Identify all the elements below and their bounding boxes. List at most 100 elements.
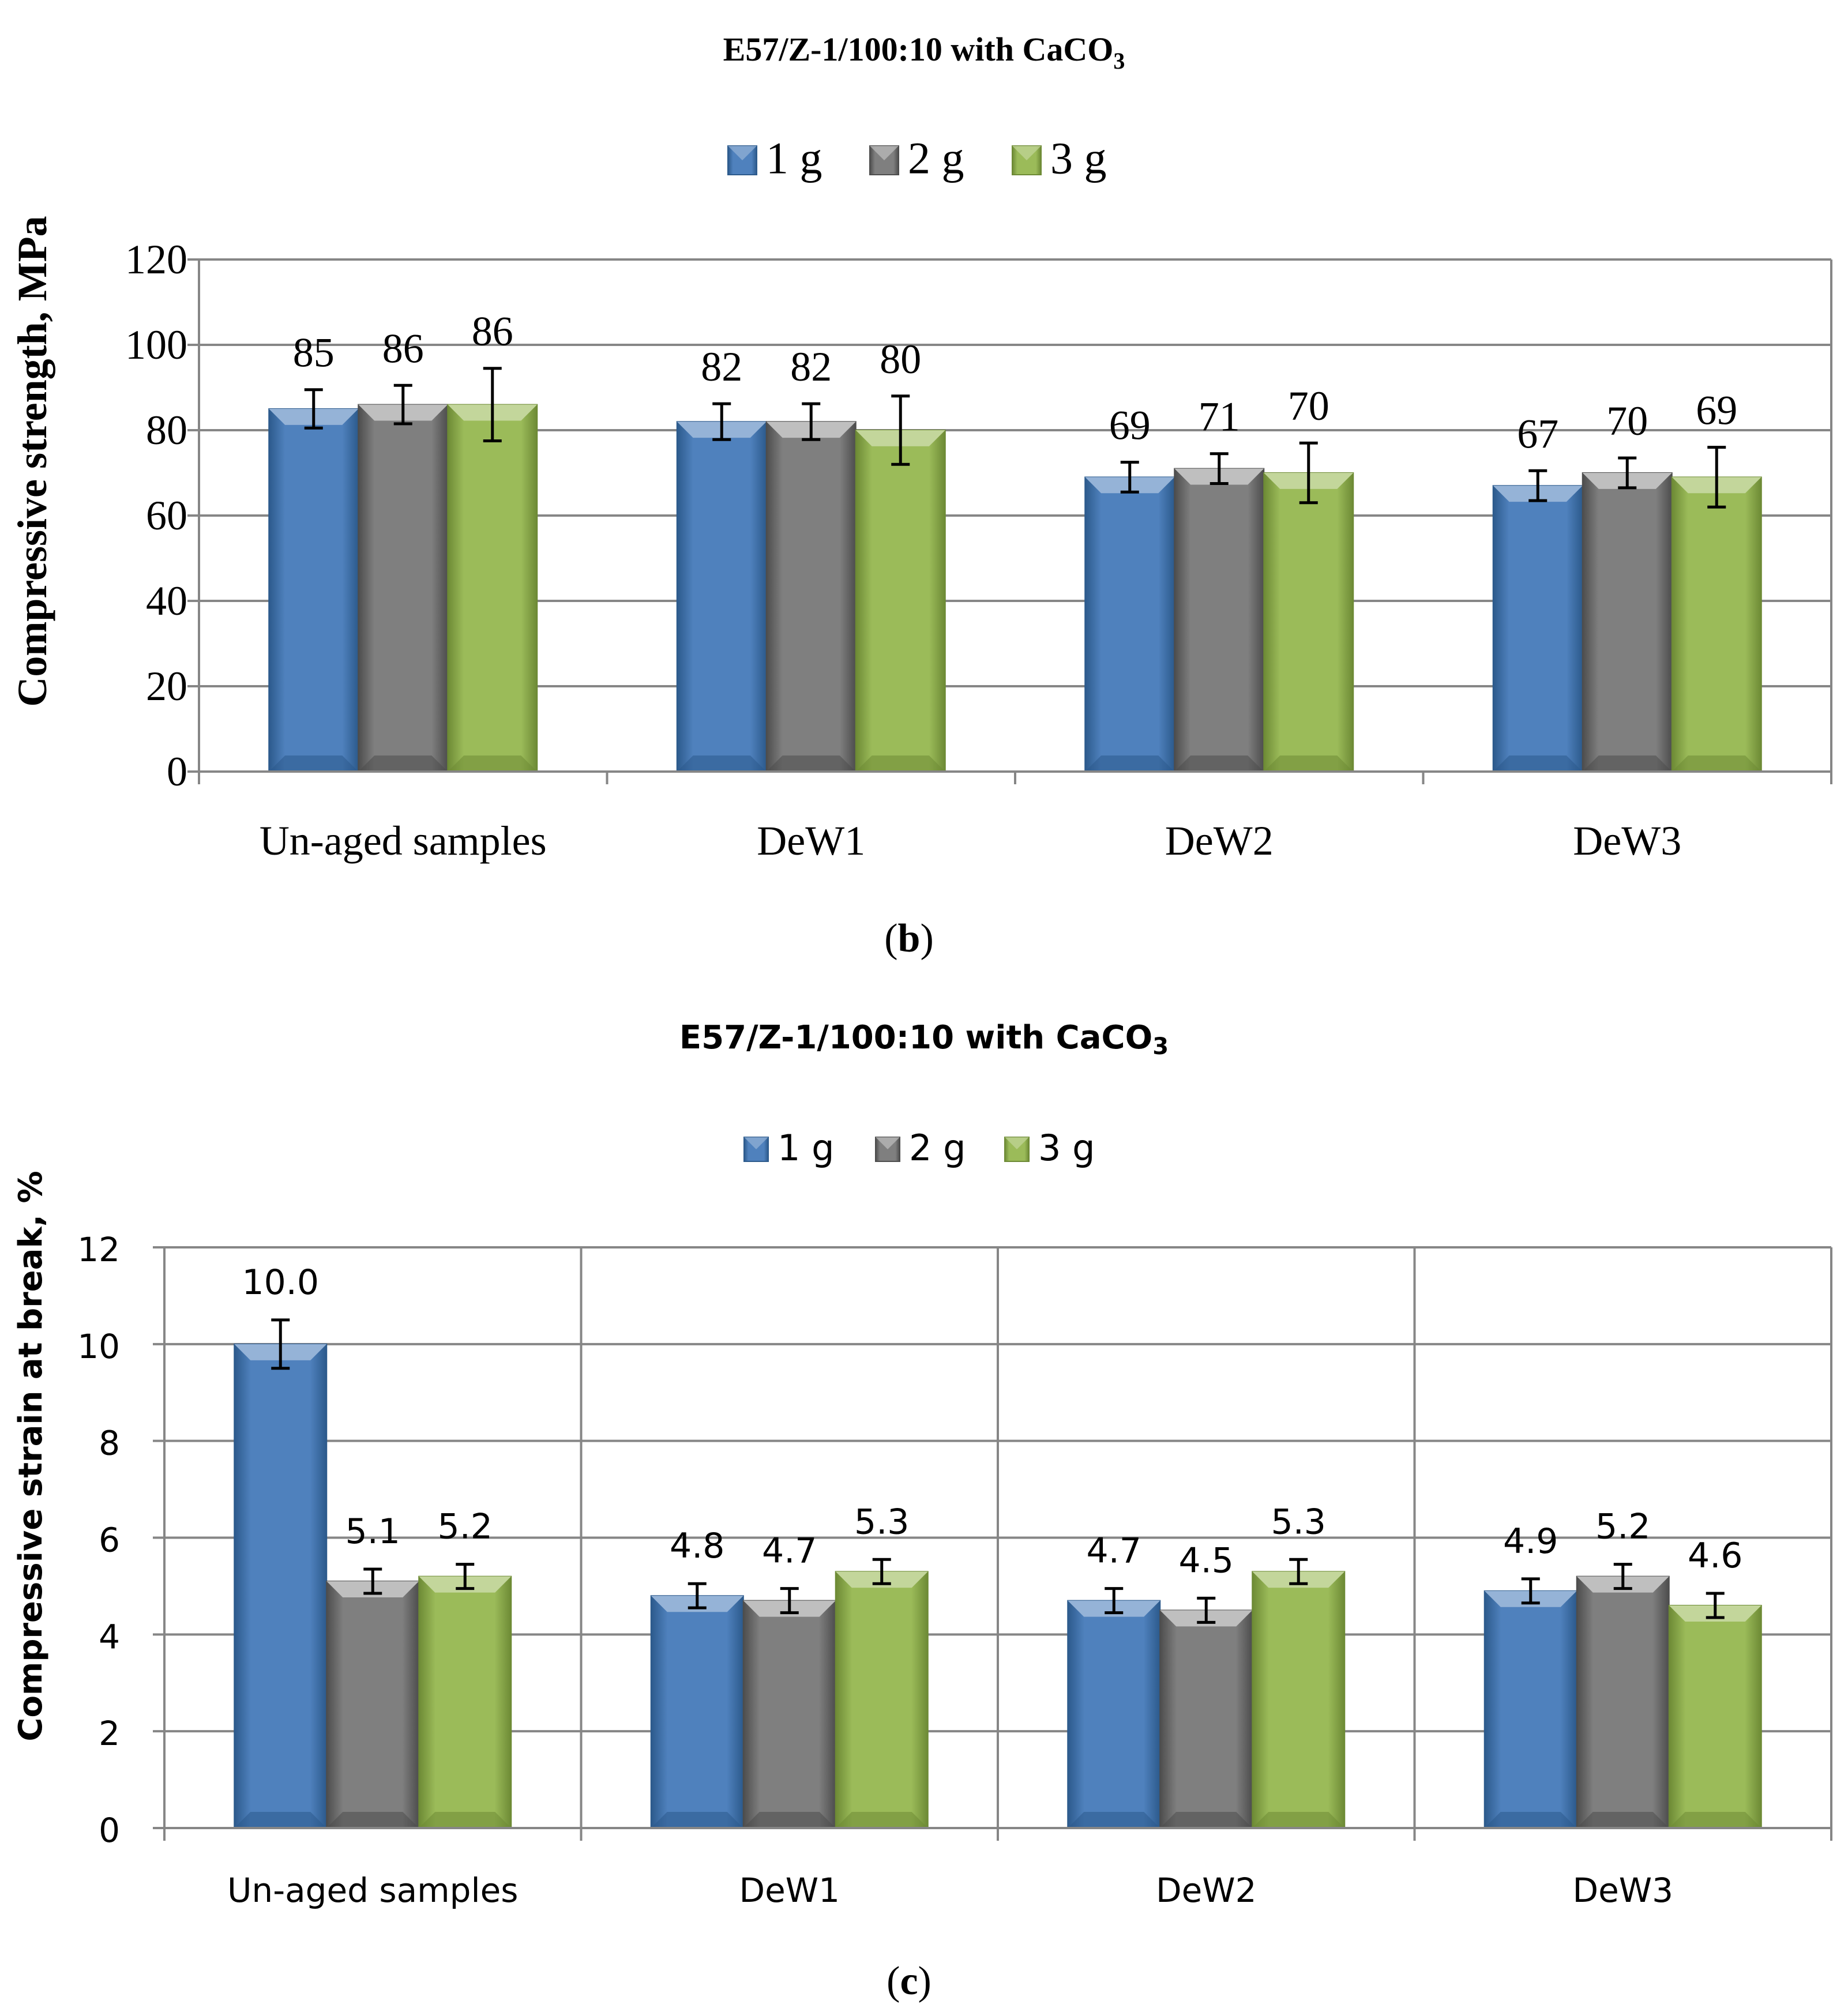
bar-bottom-bevel [234, 1812, 327, 1828]
legend-swatch-highlight [876, 1137, 900, 1149]
bar-bottom-bevel [326, 1812, 419, 1828]
bar [1576, 1575, 1670, 1829]
bar-bottom-bevel [1085, 755, 1175, 772]
bar [1252, 1571, 1346, 1829]
caption-letter: c [900, 1959, 918, 2003]
legend-label: 1 g [766, 133, 822, 183]
bar [358, 404, 449, 772]
y-axis-label: Compressive strength, MPa [9, 216, 55, 706]
bar-bottom-bevel [1669, 1812, 1761, 1828]
y-tick-label: 40 [146, 578, 187, 624]
y-tick-label: 10 [77, 1327, 120, 1366]
data-label: 85 [293, 330, 335, 376]
bar-bottom-bevel [677, 755, 767, 772]
data-label: 69 [1109, 403, 1151, 449]
data-label: 5.3 [1271, 1502, 1326, 1542]
bar [1159, 1609, 1253, 1829]
bar-bottom-bevel [651, 1812, 743, 1828]
bar [447, 404, 538, 772]
bar [855, 430, 946, 772]
panel-caption: (c) [887, 1959, 931, 2003]
y-tick-label: 20 [146, 663, 187, 709]
y-tick-label: 4 [99, 1617, 120, 1656]
y-tick-label: 2 [99, 1714, 120, 1753]
bar [268, 408, 359, 772]
bar [765, 421, 857, 772]
axes: 0 20 40 60 80 100 120 Un-aged samples DeW1 DeW2 De… [125, 236, 1832, 864]
y-tick-label: 6 [99, 1521, 120, 1560]
bar-bottom-bevel [1160, 1812, 1253, 1828]
data-label: 86 [382, 325, 424, 371]
data-label: 70 [1288, 383, 1329, 429]
bar-bottom-bevel [448, 755, 538, 772]
x-tick-label: DeW2 [1165, 818, 1274, 864]
bar [1492, 485, 1583, 772]
x-tick-label: DeW2 [1156, 1871, 1257, 1910]
legend-swatch-highlight [744, 1137, 768, 1149]
legend-label: 2 g [909, 1127, 966, 1169]
bar-bottom-bevel [1484, 1812, 1577, 1828]
data-label: 4.9 [1503, 1521, 1558, 1562]
data-label: 71 [1199, 394, 1240, 440]
bar [234, 1343, 328, 1829]
data-label: 67 [1517, 411, 1558, 457]
bar-bottom-bevel [1252, 1812, 1345, 1828]
bar [742, 1600, 836, 1829]
bar [1084, 476, 1175, 773]
bar [1263, 472, 1354, 772]
x-tick-label: DeW1 [739, 1871, 840, 1910]
bar [1668, 1604, 1762, 1829]
data-label: 5.2 [438, 1507, 493, 1547]
legend-label: 3 g [1038, 1127, 1095, 1169]
chart-title: E57/Z-1/100:10 with CaCO3 [679, 1019, 1169, 1060]
bar [1671, 476, 1762, 773]
y-tick-label: 80 [146, 407, 187, 453]
data-label: 4.8 [670, 1526, 724, 1566]
caption-open: ( [884, 916, 897, 961]
axes: 0 2 4 6 8 10 12 Un-aged samples DeW1 DeW2 DeW3 [77, 1230, 1832, 1910]
data-label: 4.7 [1087, 1531, 1141, 1571]
legend-swatch-highlight [728, 146, 757, 160]
caption-letter: b [898, 916, 921, 961]
bar [650, 1595, 744, 1829]
data-label: 69 [1696, 388, 1737, 434]
bar [1483, 1590, 1577, 1829]
bar-bottom-bevel [1576, 1812, 1669, 1828]
bar-bottom-bevel [358, 755, 448, 772]
title-subscript: 3 [1113, 48, 1125, 74]
bar [1582, 472, 1673, 772]
data-label: 5.1 [345, 1511, 400, 1552]
x-tick-label: Un-aged samples [227, 1871, 519, 1910]
y-tick-label: 100 [125, 322, 187, 368]
bars [268, 367, 1762, 773]
x-tick-label: Un-aged samples [260, 818, 547, 864]
x-tick-label: DeW3 [1573, 818, 1681, 864]
data-label: 80 [880, 336, 921, 382]
x-tick-label: DeW1 [757, 818, 865, 864]
bar-bottom-bevel [419, 1812, 512, 1828]
caption-open: ( [887, 1959, 900, 2003]
y-axis-label: Compressive strain at break, % [12, 1171, 50, 1741]
bar [1174, 468, 1265, 772]
panel-caption: (b) [884, 916, 934, 961]
bars [234, 1318, 1762, 1829]
bar-bottom-bevel [766, 755, 856, 772]
bar-bottom-bevel [269, 755, 359, 772]
data-label: 70 [1606, 398, 1648, 444]
bar-bottom-bevel [1582, 755, 1672, 772]
bar-bottom-bevel [743, 1812, 836, 1828]
y-tick-label: 120 [125, 236, 187, 283]
y-tick-label: 8 [99, 1424, 120, 1463]
bar [1067, 1600, 1161, 1829]
chart-compressive-strength: E57/Z-1/100:10 with CaCO3 1 g 2 g 3 g 0 20 4… [9, 31, 1832, 961]
bar-bottom-bevel [1493, 755, 1583, 772]
bar [326, 1581, 420, 1829]
y-tick-label: 60 [146, 492, 187, 539]
data-label: 82 [701, 344, 742, 390]
y-tick-label: 0 [167, 749, 187, 795]
data-label: 4.7 [762, 1531, 817, 1571]
bar [418, 1575, 512, 1829]
bar-bottom-bevel [835, 1812, 928, 1828]
bar-bottom-bevel [1264, 755, 1354, 772]
